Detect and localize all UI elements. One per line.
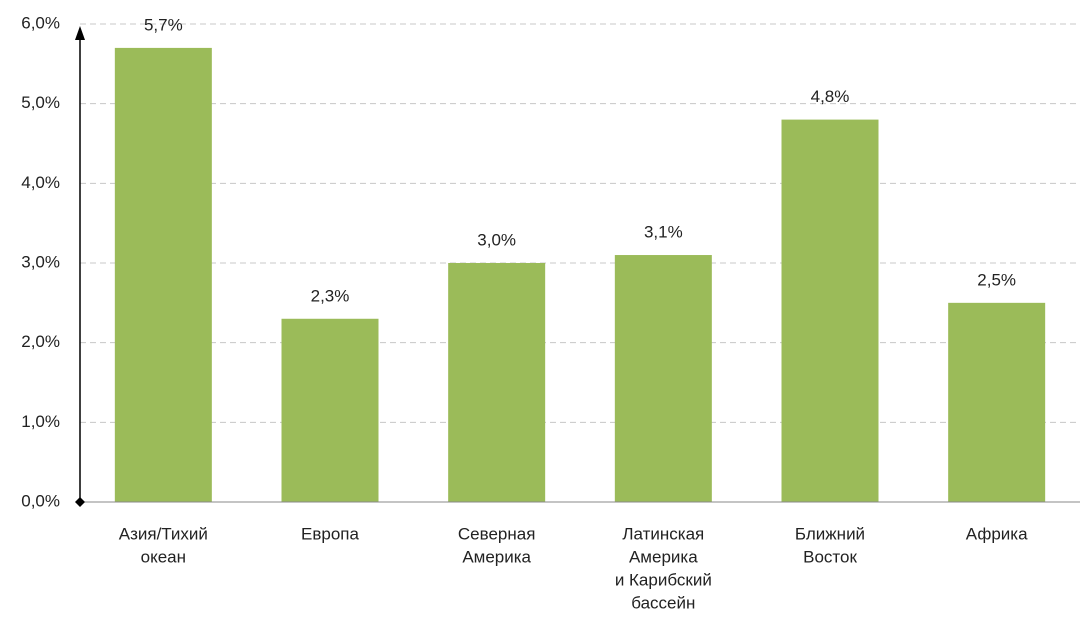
bar xyxy=(448,263,546,502)
x-tick-label: бассейн xyxy=(631,593,695,612)
axis-arrow xyxy=(75,26,85,40)
value-label: 2,3% xyxy=(311,286,350,305)
x-tick-label: океан xyxy=(141,547,186,566)
y-tick-label: 2,0% xyxy=(21,332,60,351)
axis-diamond xyxy=(75,497,85,507)
y-tick-label: 0,0% xyxy=(21,491,60,510)
x-tick-label: Америка xyxy=(629,547,698,566)
y-tick-label: 3,0% xyxy=(21,252,60,271)
x-tick-label: Северная xyxy=(458,524,536,543)
value-label: 5,7% xyxy=(144,15,183,34)
value-label: 2,5% xyxy=(977,270,1016,289)
x-tick-label: Америка xyxy=(462,547,531,566)
y-tick-label: 5,0% xyxy=(21,93,60,112)
x-tick-label: Европа xyxy=(301,524,359,543)
x-tick-label: Ближний xyxy=(795,524,865,543)
bar xyxy=(114,47,212,503)
bar xyxy=(948,302,1046,502)
bar xyxy=(614,255,712,502)
y-tick-label: 6,0% xyxy=(21,13,60,32)
x-tick-label: Восток xyxy=(803,547,857,566)
y-tick-label: 1,0% xyxy=(21,412,60,431)
bar xyxy=(281,318,379,502)
x-tick-label: Азия/Тихий xyxy=(119,524,208,543)
x-tick-label: и Карибский xyxy=(615,570,712,589)
value-label: 3,0% xyxy=(477,230,516,249)
bar xyxy=(781,119,879,502)
x-tick-label: Африка xyxy=(966,524,1028,543)
value-label: 3,1% xyxy=(644,223,683,242)
y-tick-label: 4,0% xyxy=(21,173,60,192)
value-label: 4,8% xyxy=(811,87,850,106)
x-tick-label: Латинская xyxy=(622,524,704,543)
